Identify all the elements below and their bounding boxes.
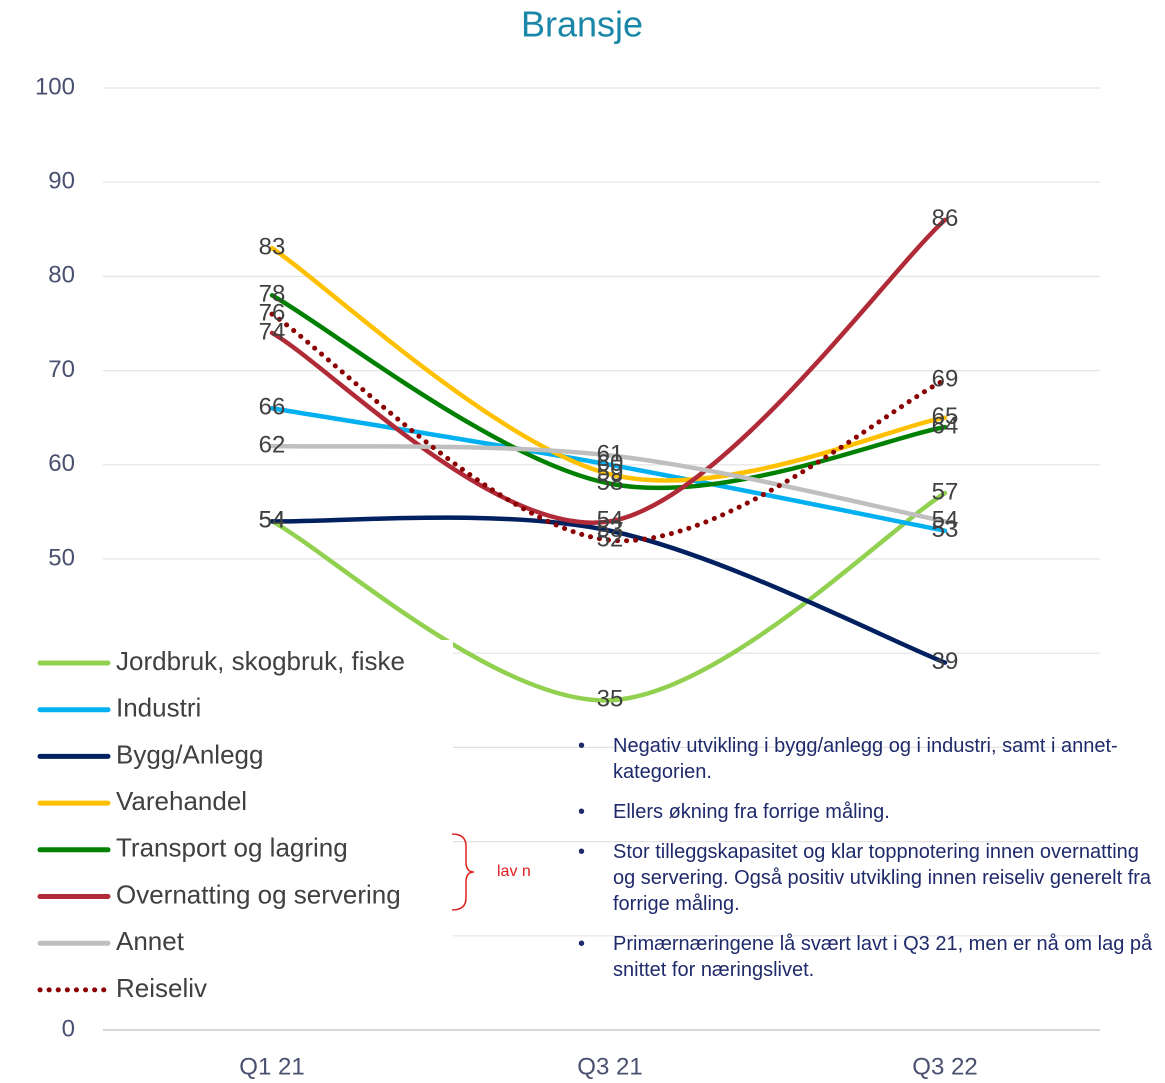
data-label: 74 xyxy=(259,318,286,345)
legend-label: Overnatting og servering xyxy=(116,879,401,909)
series-line xyxy=(269,245,948,483)
legend-label: Industri xyxy=(116,693,201,723)
legend-label: Jordbruk, skogbruk, fiske xyxy=(116,646,405,676)
data-label: 60 xyxy=(597,450,624,477)
brace xyxy=(451,833,475,911)
data-label: 53 xyxy=(597,516,624,543)
data-label: 62 xyxy=(259,431,286,458)
series-line xyxy=(269,311,948,544)
y-tick-label: 80 xyxy=(48,262,75,289)
y-tick-label: 0 xyxy=(62,1015,75,1042)
bullet: Stor tilleggskapasitet og klar toppnoter… xyxy=(578,839,1158,917)
data-label: 61 xyxy=(597,441,624,468)
x-tick-label: Q3 21 xyxy=(577,1053,642,1080)
data-label: 83 xyxy=(259,233,286,260)
annotation: lav n xyxy=(497,863,531,880)
x-tick-label: Q3 22 xyxy=(912,1053,977,1080)
data-label: 65 xyxy=(932,403,959,430)
bullet-list: Negativ utvikling i bygg/anlegg og i ind… xyxy=(578,733,1158,997)
data-label: 66 xyxy=(259,394,286,421)
legend-label: Reiseliv xyxy=(116,973,207,1003)
data-label: 39 xyxy=(932,648,959,675)
bullet: Ellers økning fra forrige måling. xyxy=(578,799,1158,825)
y-tick-label: 70 xyxy=(48,356,75,383)
data-label: 78 xyxy=(259,281,286,308)
data-label: 54 xyxy=(259,507,286,534)
legend-label: Varehandel xyxy=(116,786,247,816)
data-label: 35 xyxy=(597,686,624,713)
series-line xyxy=(269,217,948,525)
data-label: 86 xyxy=(932,205,959,232)
data-label: 59 xyxy=(597,460,624,487)
series-line xyxy=(269,292,948,491)
data-label: 54 xyxy=(597,507,624,534)
y-tick-label: 90 xyxy=(48,168,75,195)
legend-label: Bygg/Anlegg xyxy=(116,739,263,769)
bullet: Primærnæringene lå svært lavt i Q3 21, m… xyxy=(578,931,1158,983)
legend-label: Annet xyxy=(116,926,185,956)
y-tick-label: 60 xyxy=(48,450,75,477)
legend-label: Transport og lagring xyxy=(116,833,348,863)
legend-bg xyxy=(28,640,453,1015)
data-label: 58 xyxy=(597,469,624,496)
legend: Jordbruk, skogbruk, fiske Industri Bygg/An… xyxy=(28,640,453,1015)
y-tick-label: 100 xyxy=(35,73,75,100)
y-tick-label: 50 xyxy=(48,544,75,571)
data-label: 54 xyxy=(932,507,959,534)
data-label: 53 xyxy=(932,516,959,543)
data-label: 76 xyxy=(259,299,286,326)
series-line xyxy=(269,443,948,524)
data-label: 54 xyxy=(259,507,286,534)
data-label: 52 xyxy=(597,526,624,553)
chart-title: Bransje xyxy=(521,4,643,45)
bullet: Negativ utvikling i bygg/anlegg og i ind… xyxy=(578,733,1158,785)
series-line xyxy=(269,406,948,533)
series-line xyxy=(269,490,948,703)
x-tick-label: Q1 21 xyxy=(239,1053,304,1080)
data-label: 64 xyxy=(932,412,959,439)
series-line xyxy=(269,515,948,665)
data-label: 69 xyxy=(932,365,959,392)
data-label: 57 xyxy=(932,478,959,505)
